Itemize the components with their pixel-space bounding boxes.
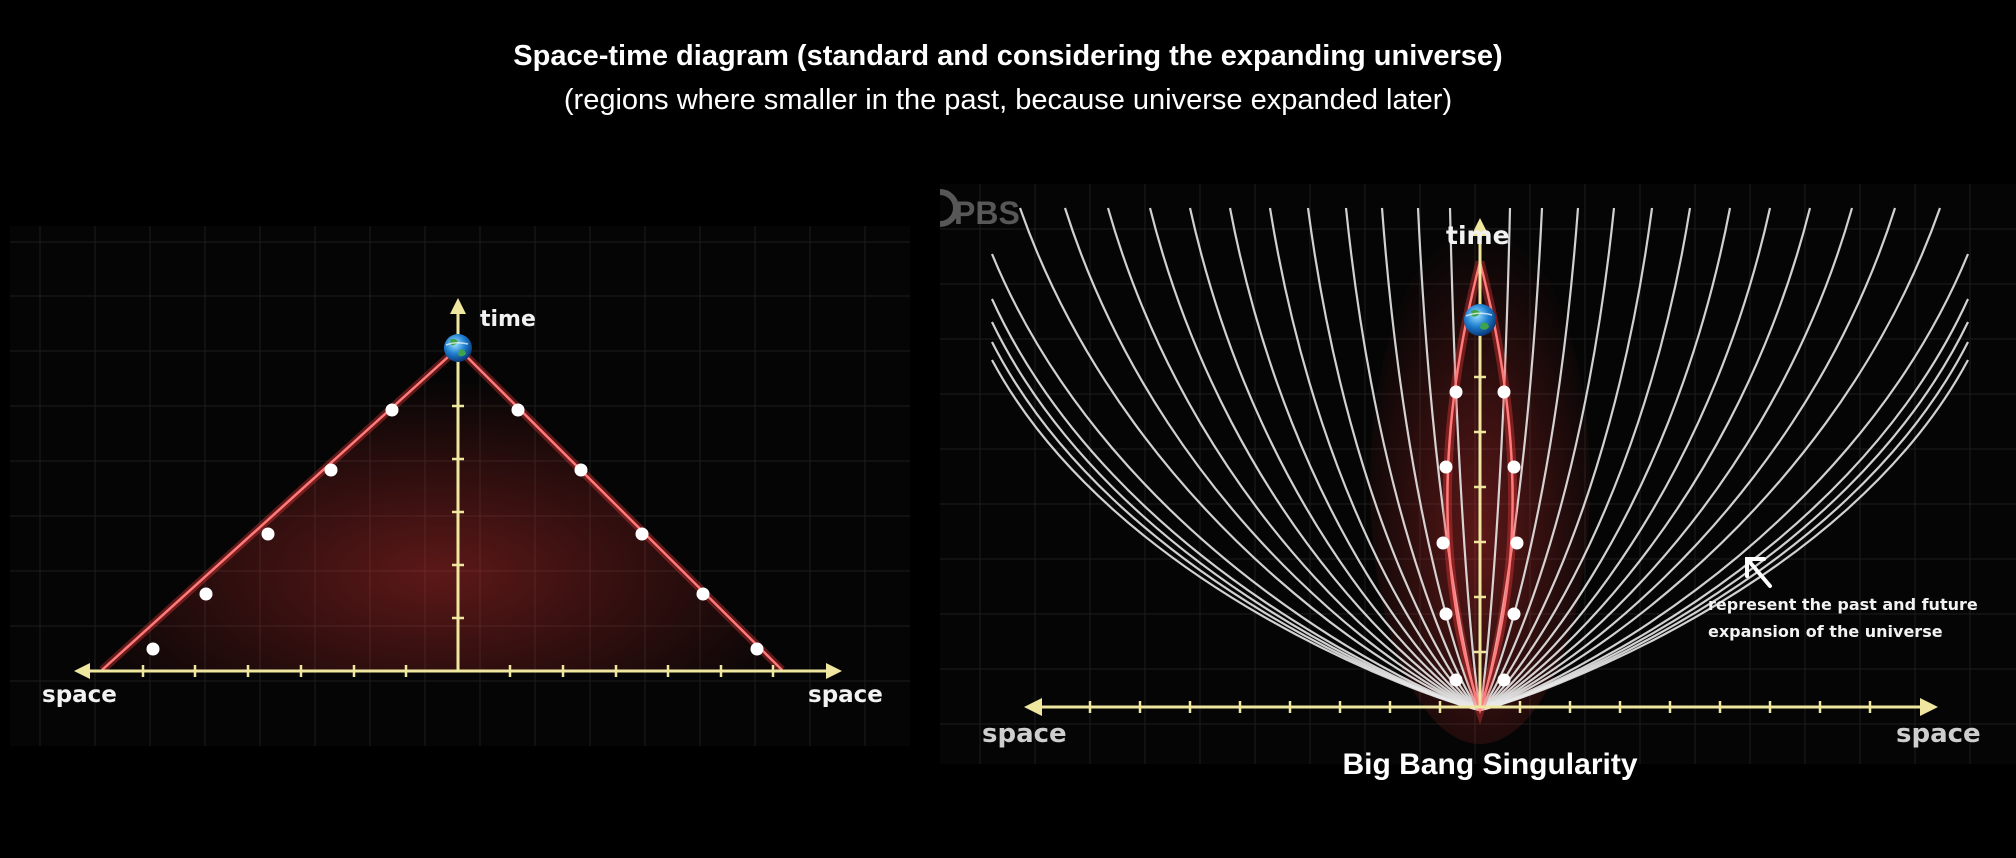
galaxy-worldline (1479, 359, 1969, 712)
light-cone-points (1436, 385, 1524, 687)
galaxy-worldline (1479, 253, 1970, 712)
standard-spacetime-diagram: time space space (10, 226, 910, 746)
galaxy-worldline (1479, 207, 1942, 712)
pbs-logo-icon: PBS (940, 189, 1020, 231)
earth-icon (1464, 304, 1496, 336)
galaxy-worldline (1306, 207, 1481, 711)
galaxy-worldline (1478, 207, 1512, 711)
axis-ticks (141, 404, 775, 677)
earth-icon (444, 334, 472, 362)
page-subtitle: (regions where smaller in the past, beca… (563, 84, 1453, 116)
space-axis-label-left: space (42, 682, 117, 708)
axis-ticks (1088, 320, 1872, 713)
galaxy-worldline (1148, 207, 1481, 712)
space-axis-label-left: space (982, 719, 1067, 749)
space-axis-label-right: space (1896, 719, 1981, 749)
big-bang-caption: Big Bang Singularity (1342, 748, 1638, 781)
galaxy-worldline (1106, 207, 1481, 712)
galaxy-worldline (1479, 207, 1580, 711)
arrow-up-left-icon (1745, 557, 1772, 588)
axes (74, 298, 842, 679)
galaxy-worldline (1479, 207, 1854, 712)
galaxy-worldline (1344, 207, 1481, 711)
page-title: Space-time diagram (standard and conside… (513, 40, 1503, 72)
galaxy-worldline (1479, 207, 1616, 711)
time-axis-label: time (1446, 221, 1510, 250)
galaxy-worldline (991, 359, 1481, 712)
annotation-line-1: represent the past and future (1708, 595, 1978, 614)
light-cone-points (146, 403, 764, 656)
galaxy-worldline (1479, 207, 1654, 711)
space-axis-label-right: space (808, 682, 883, 708)
galaxy-worldline (1479, 207, 1772, 712)
galaxy-worldline (1448, 207, 1482, 711)
galaxy-worldline (1228, 207, 1481, 712)
galaxy-worldline (1479, 207, 1897, 712)
galaxy-worldline (1479, 207, 1812, 712)
annotation-line-2: expansion of the universe (1708, 622, 1943, 641)
galaxy-worldline (1479, 207, 1692, 711)
galaxy-worldline (1479, 207, 1732, 712)
galaxy-worldline (1268, 207, 1481, 711)
galaxy-worldline (1018, 207, 1481, 712)
pbs-watermark: PBS (954, 195, 1020, 231)
galaxy-worldline (1063, 207, 1481, 712)
galaxy-worldline (1380, 207, 1481, 711)
axes (1024, 218, 1938, 716)
time-axis-label: time (480, 307, 536, 332)
galaxy-worldline (1188, 207, 1481, 712)
expanding-universe-spacetime-diagram: PBS time space space represent the past … (940, 184, 2016, 764)
light-cone-glow (98, 346, 778, 671)
galaxy-worldline (990, 253, 1481, 712)
